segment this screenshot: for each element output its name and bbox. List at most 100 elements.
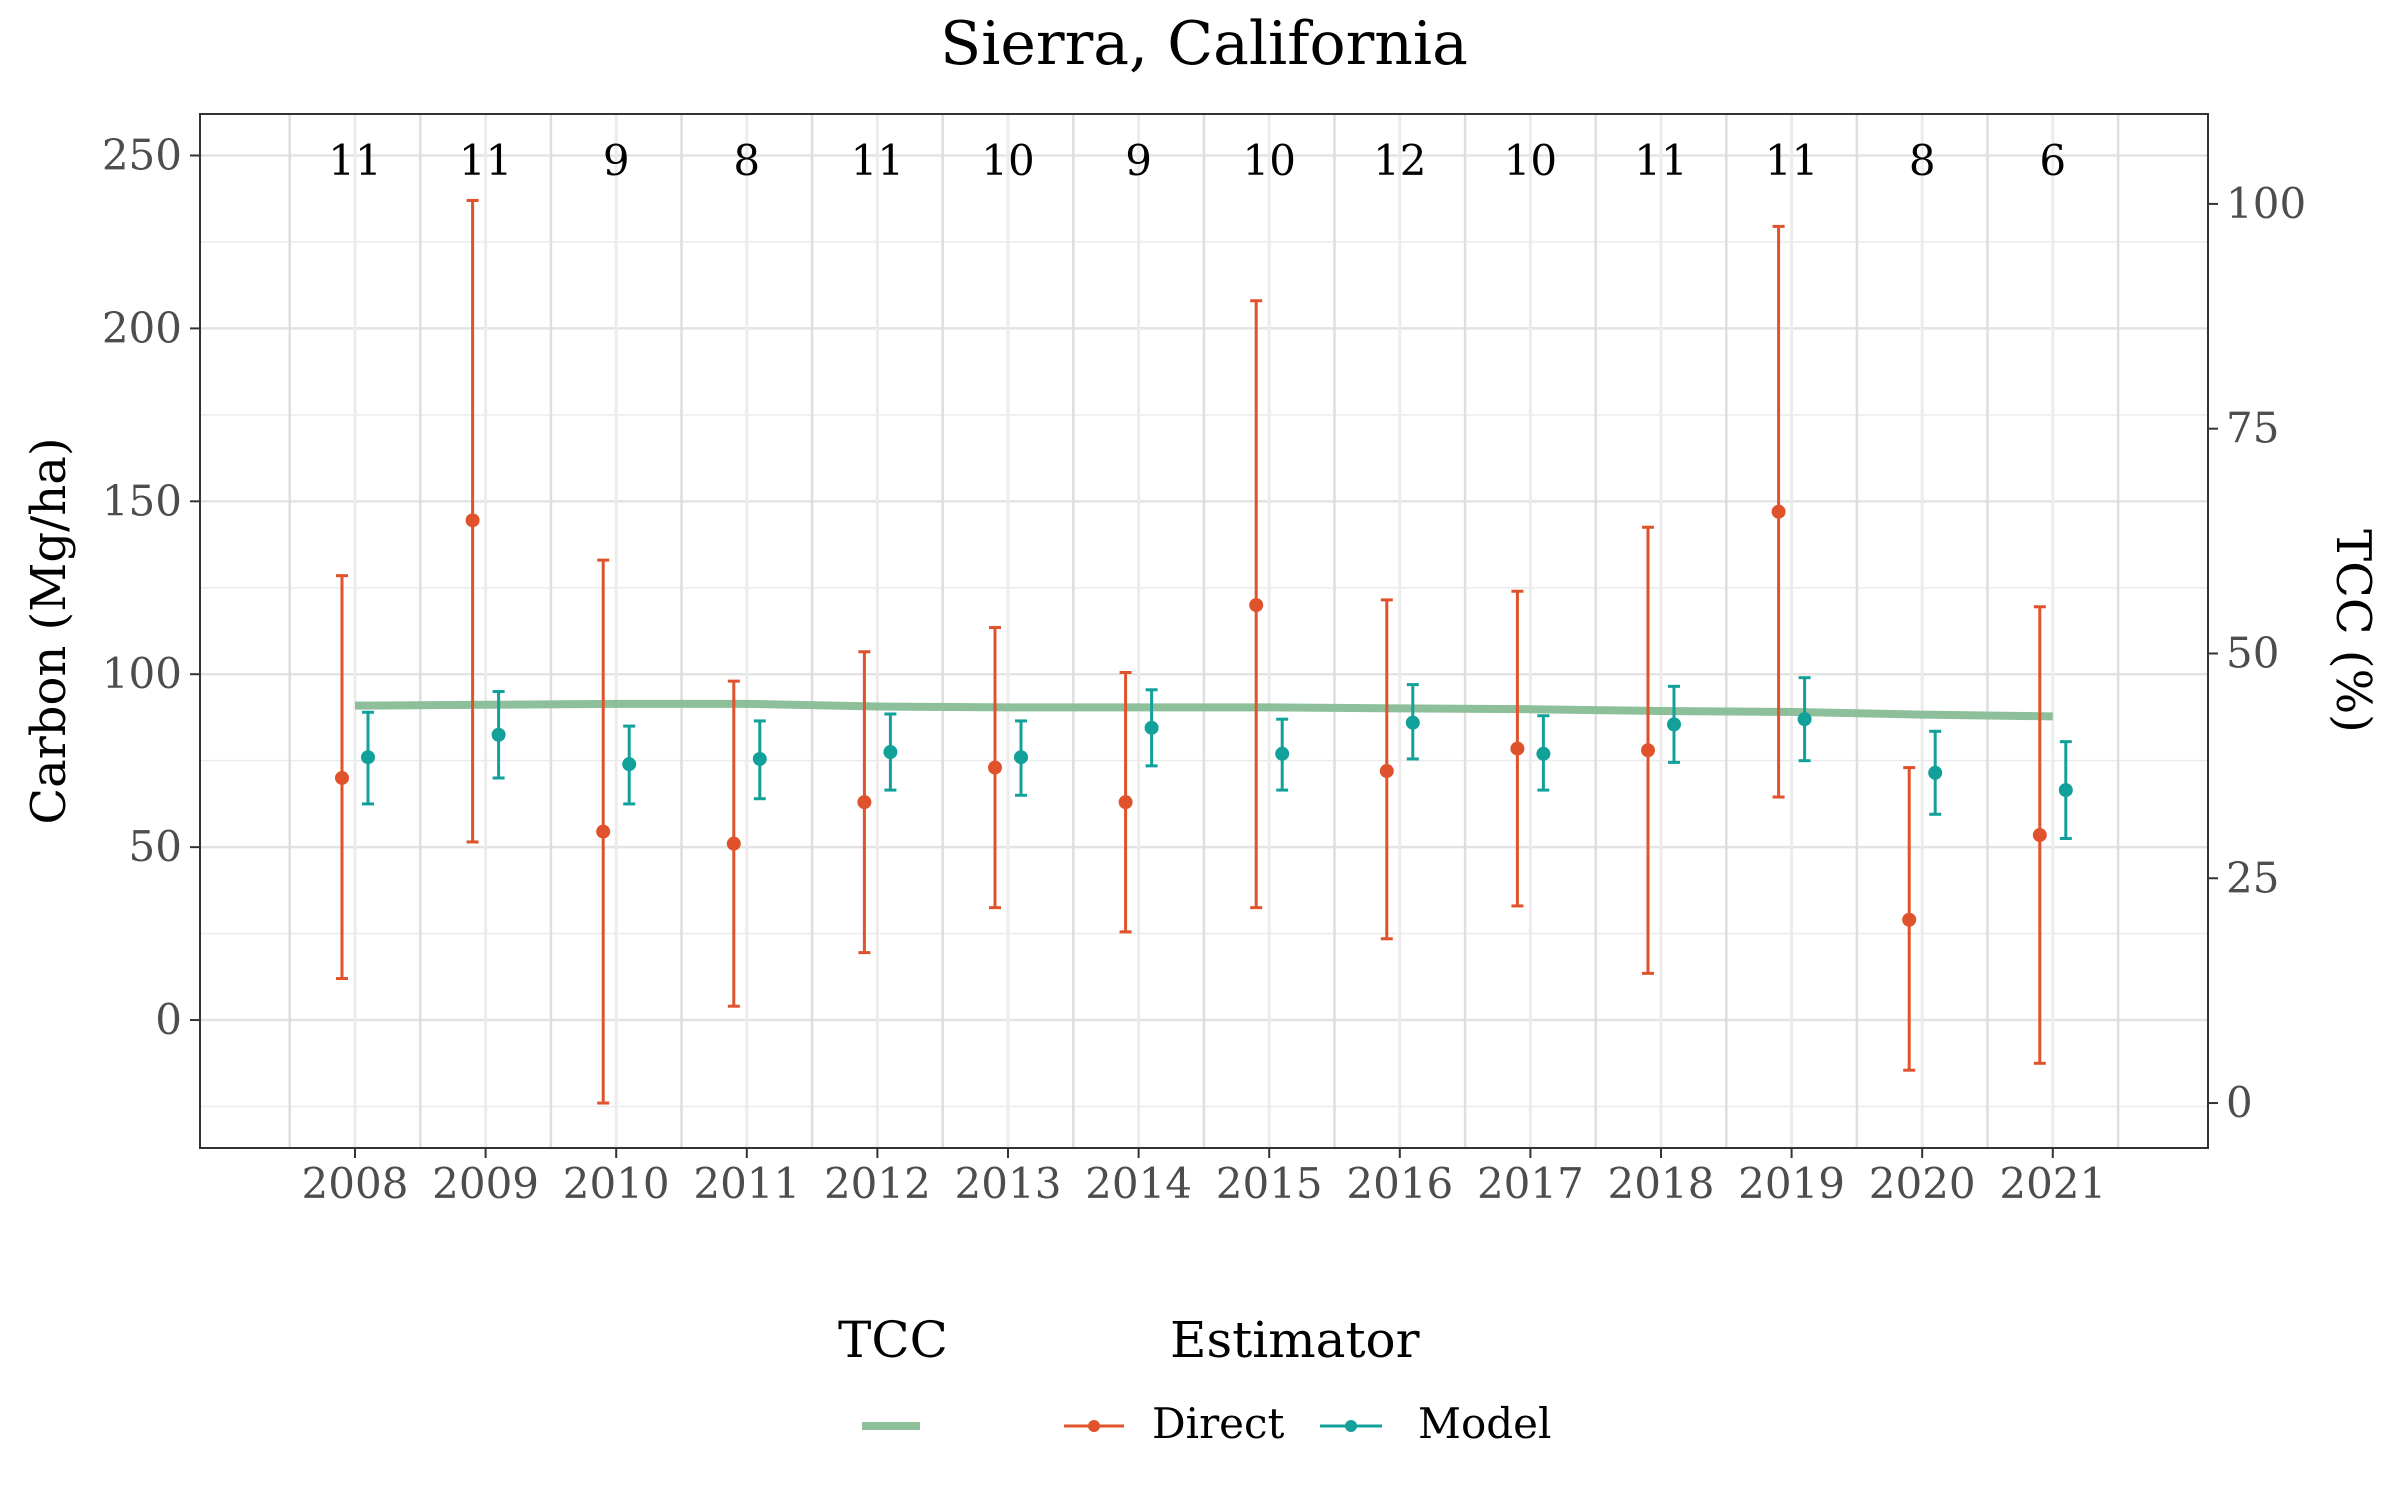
direct-errorbar-2016 bbox=[1379, 598, 1394, 941]
y-tick-label: 250 bbox=[102, 130, 182, 179]
model-errorbar-2016 bbox=[1405, 683, 1420, 761]
y2-tick-label: 75 bbox=[2226, 404, 2279, 453]
model-errorbar-2015 bbox=[1275, 717, 1290, 792]
counts-layer: 11 11 9 8 11 10 9 10 12 10 11 11 8 6 bbox=[328, 136, 2066, 185]
y2-tick-label: 0 bbox=[2226, 1078, 2253, 1127]
model-errorbar-2021 bbox=[2058, 740, 2073, 840]
direct-point bbox=[596, 824, 611, 839]
direct-point bbox=[857, 795, 872, 810]
direct-point bbox=[1249, 598, 1264, 613]
count-label: 11 bbox=[459, 136, 512, 185]
y2-tick-label: 50 bbox=[2226, 628, 2279, 677]
direct-point bbox=[2032, 828, 2047, 843]
y-tick-label: 200 bbox=[102, 303, 182, 352]
model-errorbar-2014 bbox=[1144, 688, 1159, 768]
x-tick-label: 2021 bbox=[1999, 1159, 2106, 1208]
direct-errorbar-2019 bbox=[1771, 224, 1786, 799]
direct-errorbar-2012 bbox=[857, 650, 872, 955]
direct-errorbar-2018 bbox=[1641, 525, 1655, 975]
model-errorbar-2011 bbox=[752, 719, 767, 801]
model-point bbox=[1536, 746, 1551, 761]
direct-point bbox=[335, 770, 349, 785]
direct-errorbar-2015 bbox=[1249, 299, 1264, 910]
legend-key-model bbox=[1320, 1420, 1382, 1432]
model-errorbar-2020 bbox=[1928, 729, 1943, 816]
count-label: 12 bbox=[1373, 136, 1426, 185]
direct-errorbar-2020 bbox=[1902, 766, 1917, 1072]
x-tick-label: 2013 bbox=[955, 1159, 1062, 1208]
direct-point bbox=[465, 513, 480, 528]
x-tick-label: 2009 bbox=[432, 1159, 539, 1208]
legend-label-model: Model bbox=[1418, 1399, 1551, 1448]
legend-label-direct: Direct bbox=[1152, 1399, 1285, 1448]
model-errorbar-2013 bbox=[1014, 719, 1028, 797]
x-tick-label: 2017 bbox=[1477, 1159, 1584, 1208]
count-label: 8 bbox=[733, 136, 760, 185]
model-point bbox=[622, 757, 637, 772]
direct-errorbar-2017 bbox=[1510, 589, 1525, 908]
legend-title-tcc: TCC bbox=[838, 1311, 948, 1369]
legend-key-direct bbox=[1064, 1420, 1124, 1432]
model-point bbox=[361, 750, 375, 765]
direct-errorbar-2008 bbox=[335, 574, 349, 981]
x-tick-label: 2016 bbox=[1346, 1159, 1453, 1208]
plot-border bbox=[199, 113, 2209, 1149]
model-point bbox=[883, 745, 898, 760]
model-errorbar-2012 bbox=[883, 712, 898, 792]
model-point bbox=[2058, 783, 2073, 798]
y-tick-label: 0 bbox=[155, 995, 182, 1044]
count-label: 11 bbox=[1634, 136, 1687, 185]
x-tick-label: 2018 bbox=[1608, 1159, 1715, 1208]
model-point bbox=[752, 751, 767, 766]
count-label: 9 bbox=[603, 136, 630, 185]
x-tick-label: 2019 bbox=[1738, 1159, 1845, 1208]
direct-errorbar-2013 bbox=[988, 626, 1002, 910]
tcc-layer bbox=[354, 699, 2053, 721]
model-point bbox=[1405, 715, 1420, 730]
model-point bbox=[1667, 717, 1681, 732]
model-errorbar-2018 bbox=[1667, 684, 1681, 764]
legend-title-estimator: Estimator bbox=[1170, 1311, 1420, 1369]
chart-title: Sierra, California bbox=[940, 9, 1468, 79]
direct-errorbar-2009 bbox=[465, 198, 480, 844]
model-errorbar-2008 bbox=[361, 710, 375, 806]
count-label: 11 bbox=[851, 136, 904, 185]
count-label: 9 bbox=[1125, 136, 1152, 185]
errorbar-layer bbox=[335, 198, 2073, 1105]
y2-axis-title: TCC (%) bbox=[2325, 529, 2381, 733]
x-tick-label: 2010 bbox=[563, 1159, 670, 1208]
model-point bbox=[1275, 746, 1290, 761]
direct-errorbar-2011 bbox=[726, 679, 741, 1008]
direct-point bbox=[726, 836, 741, 851]
y-axis-title: Carbon (Mg/ha) bbox=[21, 437, 77, 824]
y-tick-label: 50 bbox=[129, 822, 182, 871]
direct-point bbox=[988, 760, 1002, 775]
direct-point bbox=[1902, 912, 1917, 927]
direct-errorbar-2021 bbox=[2032, 605, 2047, 1065]
x-tick-label: 2020 bbox=[1869, 1159, 1976, 1208]
direct-point bbox=[1771, 504, 1786, 519]
direct-point bbox=[1118, 795, 1133, 810]
y2-tick-label: 25 bbox=[2226, 853, 2279, 902]
y-tick-label: 150 bbox=[102, 476, 182, 525]
model-errorbar-2017 bbox=[1536, 714, 1551, 792]
x-tick-label: 2011 bbox=[693, 1159, 800, 1208]
direct-errorbar-2014 bbox=[1118, 670, 1133, 934]
tcc-line bbox=[354, 699, 2053, 721]
direct-point bbox=[1379, 764, 1394, 779]
count-label: 11 bbox=[1765, 136, 1818, 185]
y-tick-label: 100 bbox=[102, 649, 182, 698]
grid-layer bbox=[200, 114, 2208, 1148]
model-errorbar-2019 bbox=[1797, 676, 1812, 763]
x-tick-label: 2008 bbox=[302, 1159, 409, 1208]
count-label: 6 bbox=[2039, 136, 2066, 185]
model-point bbox=[1928, 765, 1943, 780]
model-errorbar-2009 bbox=[491, 690, 506, 780]
count-label: 10 bbox=[981, 136, 1034, 185]
count-label: 11 bbox=[328, 136, 381, 185]
legend: TCC Estimator Direct Model bbox=[838, 1311, 1551, 1448]
x-tick-label: 2015 bbox=[1216, 1159, 1323, 1208]
axis-layer: 0 50 100 150 200 250 0 25 50 75 100 2008 2009 2010 201… bbox=[102, 130, 2306, 1208]
